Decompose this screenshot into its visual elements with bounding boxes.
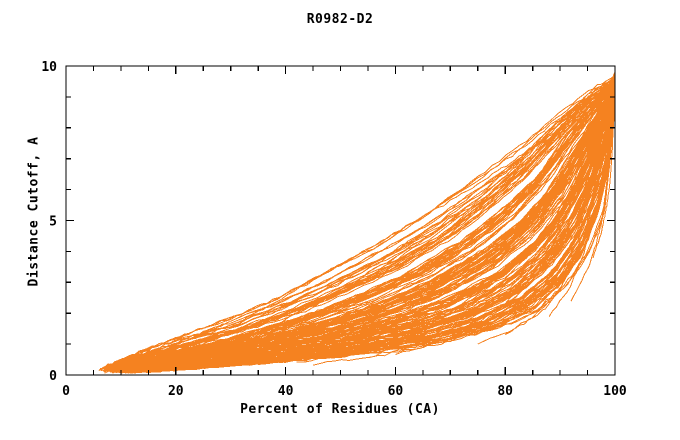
data-curve	[367, 97, 616, 359]
data-curve	[548, 81, 616, 317]
tick-labels-group: 0 20 40 60 80 100 0 5 10	[41, 60, 627, 399]
data-curve	[109, 75, 616, 370]
data-curve	[109, 83, 616, 373]
chart-title: R0982-D2	[306, 12, 374, 27]
data-curves-group	[98, 71, 616, 374]
data-curve	[395, 101, 616, 356]
data-curve	[105, 85, 616, 368]
data-curve	[106, 78, 616, 368]
data-curve	[257, 86, 616, 358]
x-tick-label: 20	[168, 384, 184, 399]
data-curve	[104, 81, 616, 370]
data-curve	[115, 90, 616, 372]
data-curve	[128, 93, 616, 373]
data-curve	[592, 81, 616, 259]
data-curve	[111, 86, 616, 372]
x-tick-label: 60	[388, 384, 404, 399]
data-curve	[570, 81, 616, 302]
data-curve	[274, 84, 616, 349]
data-curve	[109, 91, 616, 371]
data-curve	[127, 99, 616, 373]
y-tick-label: 0	[49, 369, 57, 384]
data-curve	[504, 87, 616, 335]
data-curve	[246, 80, 616, 343]
y-tick-label: 5	[49, 215, 57, 230]
data-curve	[115, 88, 616, 373]
data-curve	[115, 83, 616, 372]
x-tick-label: 100	[603, 384, 627, 399]
x-tick-label: 40	[278, 384, 294, 399]
axis-frame-group	[65, 65, 616, 376]
data-curve	[230, 78, 616, 328]
data-curve	[104, 81, 616, 369]
data-curve	[296, 91, 616, 363]
data-curve	[107, 74, 616, 370]
y-tick-label: 10	[41, 60, 57, 75]
data-curve	[477, 85, 616, 345]
data-curve	[109, 92, 616, 372]
x-tick-label: 0	[62, 384, 70, 399]
x-tick-label: 80	[497, 384, 513, 399]
data-curve	[113, 83, 616, 371]
x-axis-label: Percent of Residues (CA)	[240, 402, 440, 417]
